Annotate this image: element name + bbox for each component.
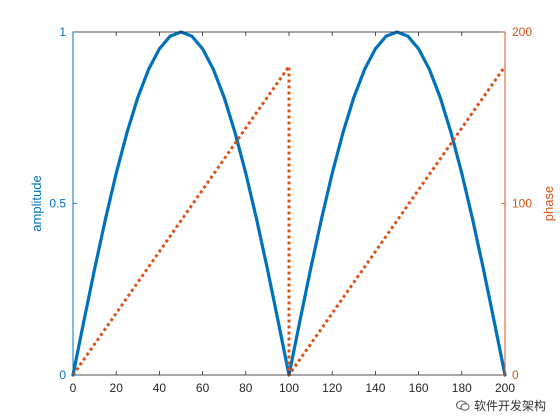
left-axis-label: amplitude [29, 175, 44, 231]
left-y-tick-label: 0.5 [49, 197, 66, 211]
x-tick-label: 160 [409, 381, 429, 395]
x-tick-label: 120 [322, 381, 342, 395]
x-tick-label: 40 [153, 381, 167, 395]
right-axis-label: phase [541, 186, 556, 221]
x-tick-label: 180 [452, 381, 472, 395]
watermark-text: 软件开发架构 [473, 399, 546, 413]
x-tick-label: 140 [365, 381, 385, 395]
right-y-tick-label: 200 [512, 25, 532, 39]
x-tick-label: 100 [279, 381, 299, 395]
plot-area-frame [72, 31, 506, 376]
left-y-tick-label: 0 [59, 368, 66, 382]
right-y-tick-label: 0 [512, 368, 519, 382]
watermark: 软件开发架构 [455, 397, 546, 414]
left-y-tick-label: 1 [59, 25, 66, 39]
x-tick-label: 60 [196, 381, 210, 395]
wechat-icon [455, 400, 470, 411]
x-tick-label: 200 [495, 381, 515, 395]
right-y-tick-label: 100 [512, 197, 532, 211]
series-phase-line [71, 64, 507, 377]
x-tick-label: 0 [70, 381, 77, 395]
x-tick-label: 20 [110, 381, 124, 395]
x-tick-label: 80 [239, 381, 253, 395]
series-amplitude-line [71, 30, 507, 377]
